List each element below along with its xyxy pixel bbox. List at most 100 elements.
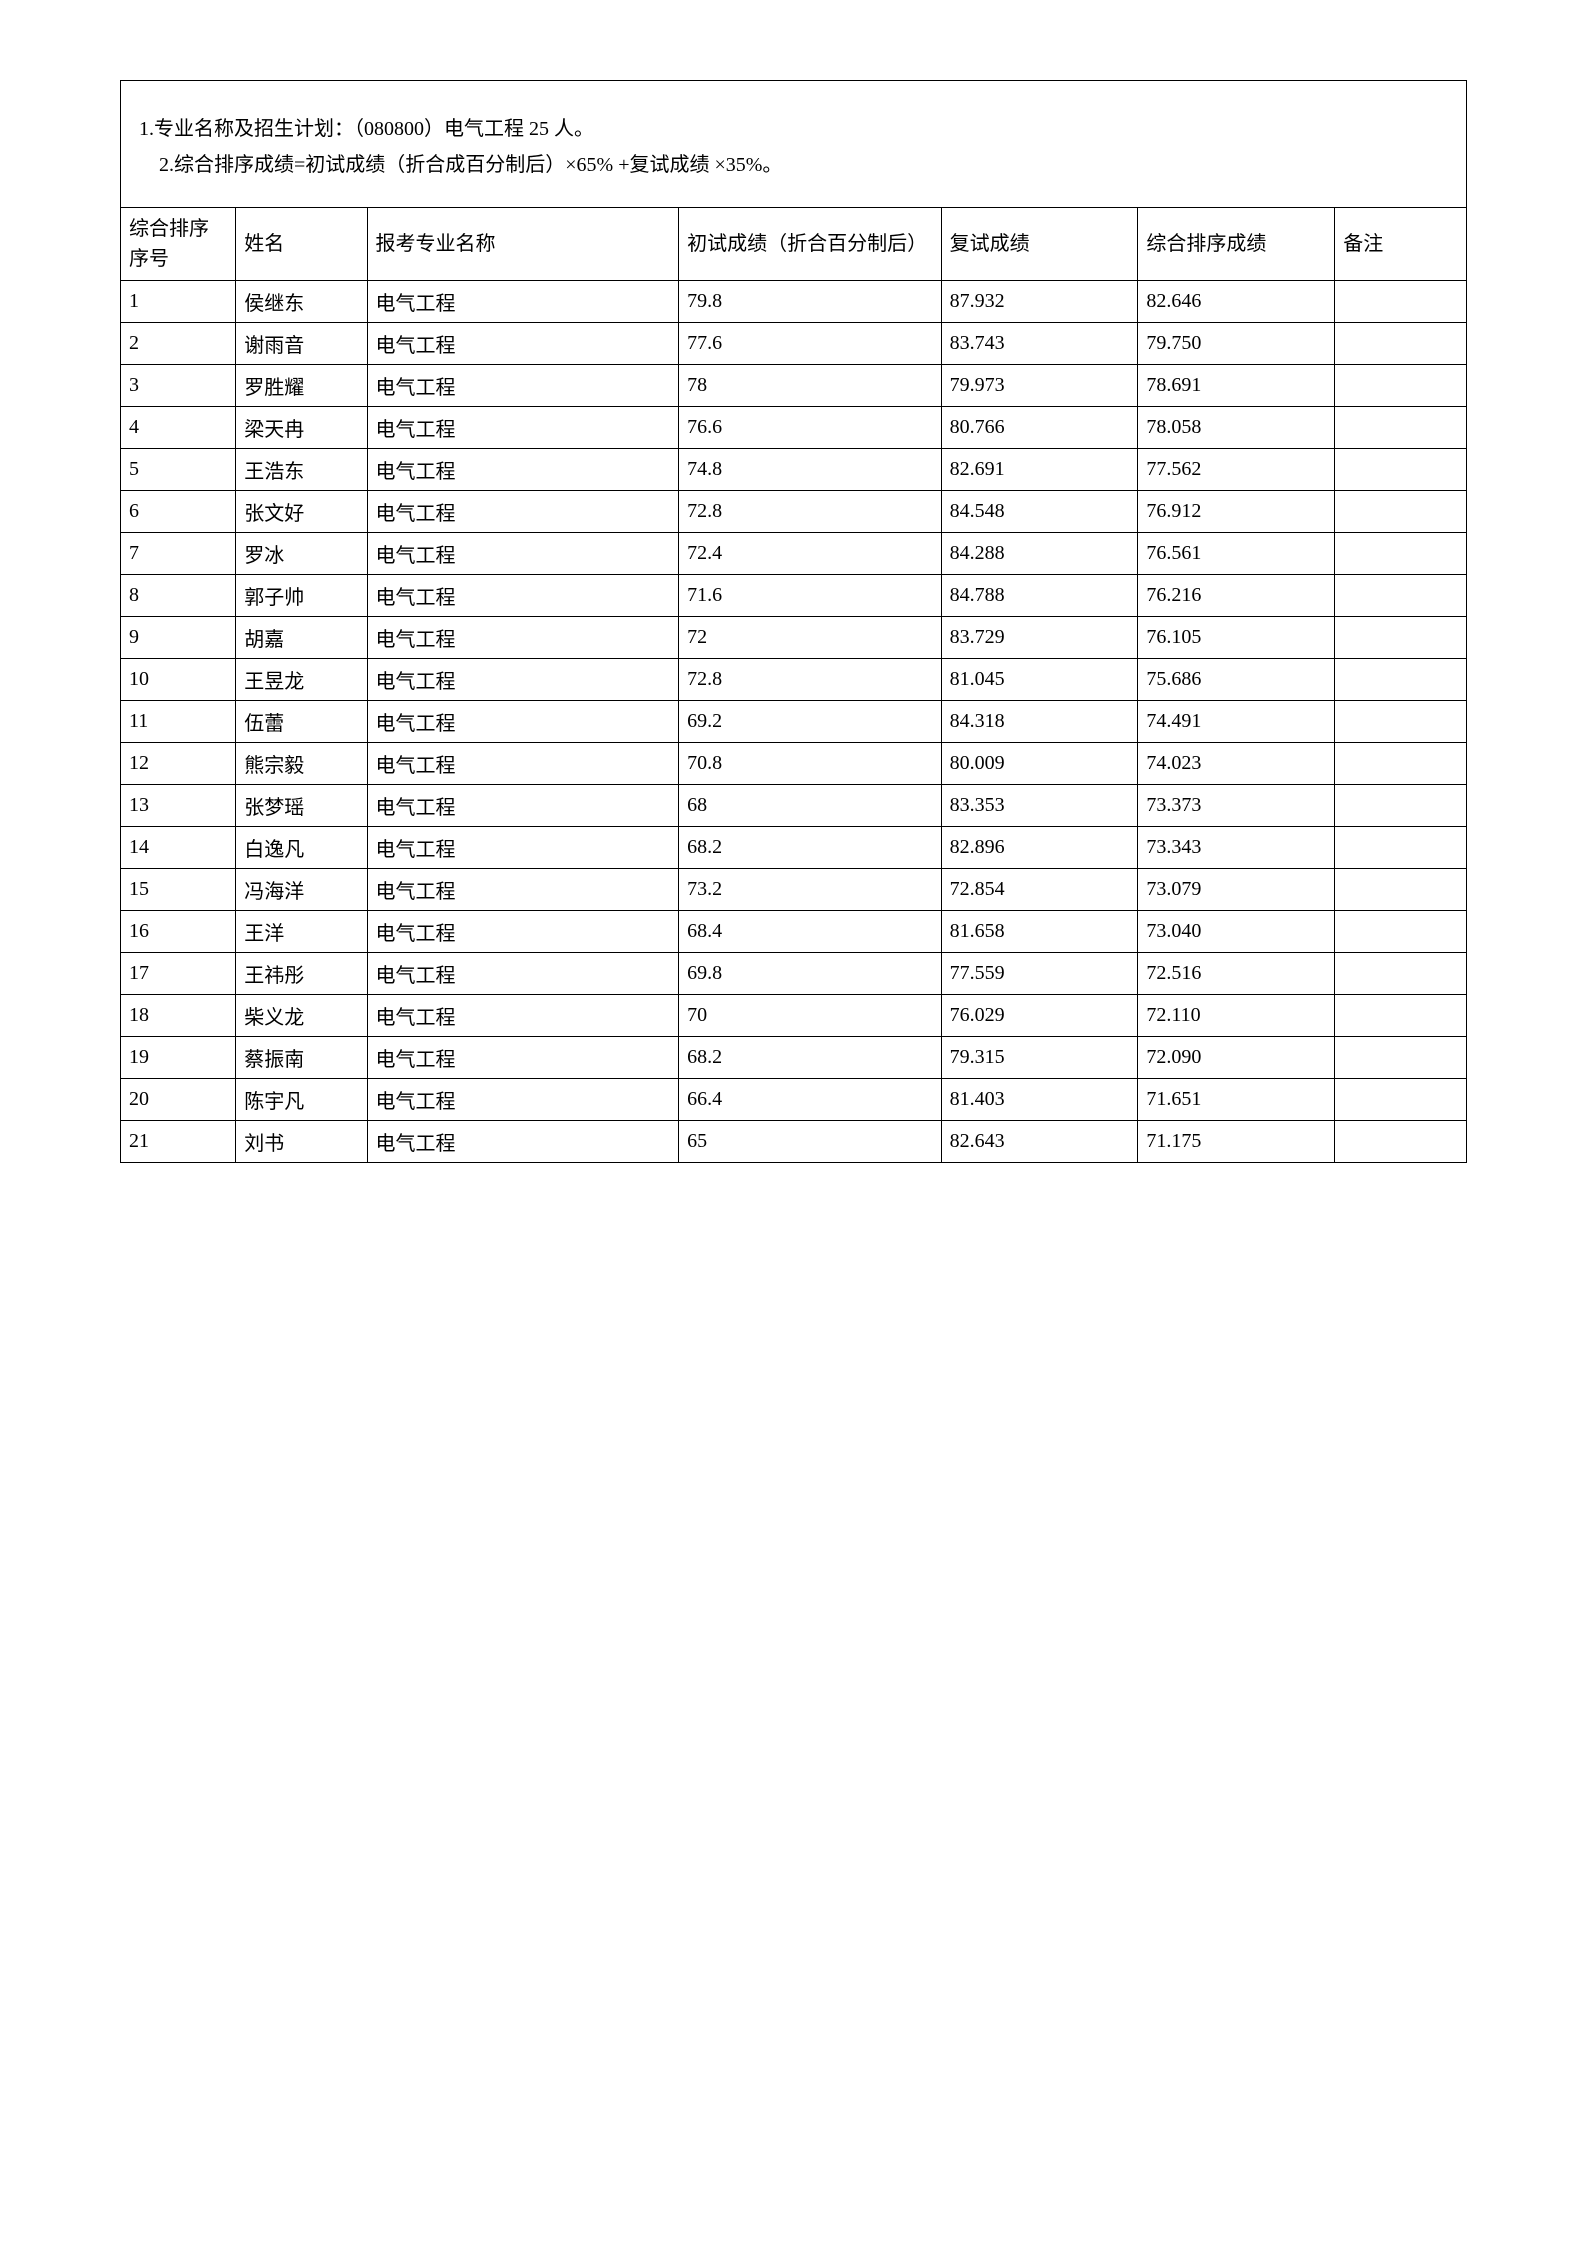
cell-major: 电气工程 — [367, 575, 679, 617]
cell-major: 电气工程 — [367, 659, 679, 701]
cell-prelim: 68 — [679, 785, 941, 827]
cell-major: 电气工程 — [367, 1079, 679, 1121]
cell-name: 罗冰 — [236, 533, 367, 575]
table-row: 21刘书电气工程6582.64371.175 — [121, 1121, 1466, 1163]
scores-table: 综合排序序号 姓名 报考专业名称 初试成绩（折合百分制后） 复试成绩 综合排序成… — [121, 208, 1466, 1162]
cell-total: 71.651 — [1138, 1079, 1335, 1121]
cell-prelim: 68.2 — [679, 827, 941, 869]
cell-remark — [1335, 281, 1466, 323]
cell-major: 电气工程 — [367, 491, 679, 533]
cell-prelim: 69.2 — [679, 701, 941, 743]
table-row: 15冯海洋电气工程73.272.85473.079 — [121, 869, 1466, 911]
cell-prelim: 70.8 — [679, 743, 941, 785]
cell-remark — [1335, 911, 1466, 953]
cell-total: 76.912 — [1138, 491, 1335, 533]
cell-total: 71.175 — [1138, 1121, 1335, 1163]
cell-name: 熊宗毅 — [236, 743, 367, 785]
cell-retest: 84.288 — [941, 533, 1138, 575]
cell-prelim: 73.2 — [679, 869, 941, 911]
cell-total: 73.040 — [1138, 911, 1335, 953]
cell-remark — [1335, 827, 1466, 869]
table-row: 3罗胜耀电气工程7879.97378.691 — [121, 365, 1466, 407]
cell-major: 电气工程 — [367, 617, 679, 659]
table-row: 9胡嘉电气工程7283.72976.105 — [121, 617, 1466, 659]
cell-name: 冯海洋 — [236, 869, 367, 911]
cell-name: 柴义龙 — [236, 995, 367, 1037]
cell-rank: 15 — [121, 869, 236, 911]
table-header-row: 综合排序序号 姓名 报考专业名称 初试成绩（折合百分制后） 复试成绩 综合排序成… — [121, 208, 1466, 281]
cell-prelim: 77.6 — [679, 323, 941, 365]
cell-rank: 20 — [121, 1079, 236, 1121]
cell-remark — [1335, 701, 1466, 743]
cell-remark — [1335, 449, 1466, 491]
cell-prelim: 68.2 — [679, 1037, 941, 1079]
cell-rank: 3 — [121, 365, 236, 407]
col-header-total: 综合排序成绩 — [1138, 208, 1335, 281]
cell-name: 王浩东 — [236, 449, 367, 491]
cell-name: 侯继东 — [236, 281, 367, 323]
cell-name: 郭子帅 — [236, 575, 367, 617]
cell-remark — [1335, 1037, 1466, 1079]
cell-name: 蔡振南 — [236, 1037, 367, 1079]
cell-major: 电气工程 — [367, 911, 679, 953]
cell-total: 72.516 — [1138, 953, 1335, 995]
cell-major: 电气工程 — [367, 365, 679, 407]
cell-prelim: 68.4 — [679, 911, 941, 953]
col-header-remark: 备注 — [1335, 208, 1466, 281]
cell-remark — [1335, 407, 1466, 449]
cell-major: 电气工程 — [367, 785, 679, 827]
cell-remark — [1335, 323, 1466, 365]
cell-retest: 76.029 — [941, 995, 1138, 1037]
cell-major: 电气工程 — [367, 407, 679, 449]
cell-remark — [1335, 743, 1466, 785]
cell-total: 77.562 — [1138, 449, 1335, 491]
cell-name: 王洋 — [236, 911, 367, 953]
table-row: 8郭子帅电气工程71.684.78876.216 — [121, 575, 1466, 617]
cell-major: 电气工程 — [367, 953, 679, 995]
cell-major: 电气工程 — [367, 1121, 679, 1163]
cell-remark — [1335, 617, 1466, 659]
table-row: 18柴义龙电气工程7076.02972.110 — [121, 995, 1466, 1037]
cell-retest: 80.009 — [941, 743, 1138, 785]
header-line-1: 1.专业名称及招生计划：（080800）电气工程 25 人。 — [139, 111, 1448, 147]
cell-prelim: 72.8 — [679, 659, 941, 701]
cell-prelim: 70 — [679, 995, 941, 1037]
cell-name: 罗胜耀 — [236, 365, 367, 407]
cell-retest: 79.315 — [941, 1037, 1138, 1079]
cell-remark — [1335, 365, 1466, 407]
cell-name: 梁天冉 — [236, 407, 367, 449]
cell-total: 73.373 — [1138, 785, 1335, 827]
cell-retest: 79.973 — [941, 365, 1138, 407]
cell-major: 电气工程 — [367, 323, 679, 365]
cell-name: 谢雨音 — [236, 323, 367, 365]
cell-major: 电气工程 — [367, 533, 679, 575]
cell-retest: 84.788 — [941, 575, 1138, 617]
col-header-major: 报考专业名称 — [367, 208, 679, 281]
cell-remark — [1335, 491, 1466, 533]
cell-name: 陈宇凡 — [236, 1079, 367, 1121]
cell-remark — [1335, 785, 1466, 827]
cell-retest: 72.854 — [941, 869, 1138, 911]
cell-name: 王祎彤 — [236, 953, 367, 995]
cell-remark — [1335, 953, 1466, 995]
table-row: 12熊宗毅电气工程70.880.00974.023 — [121, 743, 1466, 785]
cell-name: 张文好 — [236, 491, 367, 533]
cell-retest: 77.559 — [941, 953, 1138, 995]
cell-name: 胡嘉 — [236, 617, 367, 659]
col-header-retest: 复试成绩 — [941, 208, 1138, 281]
cell-total: 73.079 — [1138, 869, 1335, 911]
table-row: 10王昱龙电气工程72.881.04575.686 — [121, 659, 1466, 701]
cell-retest: 82.643 — [941, 1121, 1138, 1163]
col-header-rank: 综合排序序号 — [121, 208, 236, 281]
cell-prelim: 78 — [679, 365, 941, 407]
cell-total: 78.691 — [1138, 365, 1335, 407]
cell-major: 电气工程 — [367, 281, 679, 323]
cell-prelim: 72.4 — [679, 533, 941, 575]
cell-total: 82.646 — [1138, 281, 1335, 323]
cell-rank: 12 — [121, 743, 236, 785]
cell-total: 72.090 — [1138, 1037, 1335, 1079]
cell-rank: 19 — [121, 1037, 236, 1079]
col-header-prelim: 初试成绩（折合百分制后） — [679, 208, 941, 281]
cell-rank: 8 — [121, 575, 236, 617]
cell-remark — [1335, 575, 1466, 617]
